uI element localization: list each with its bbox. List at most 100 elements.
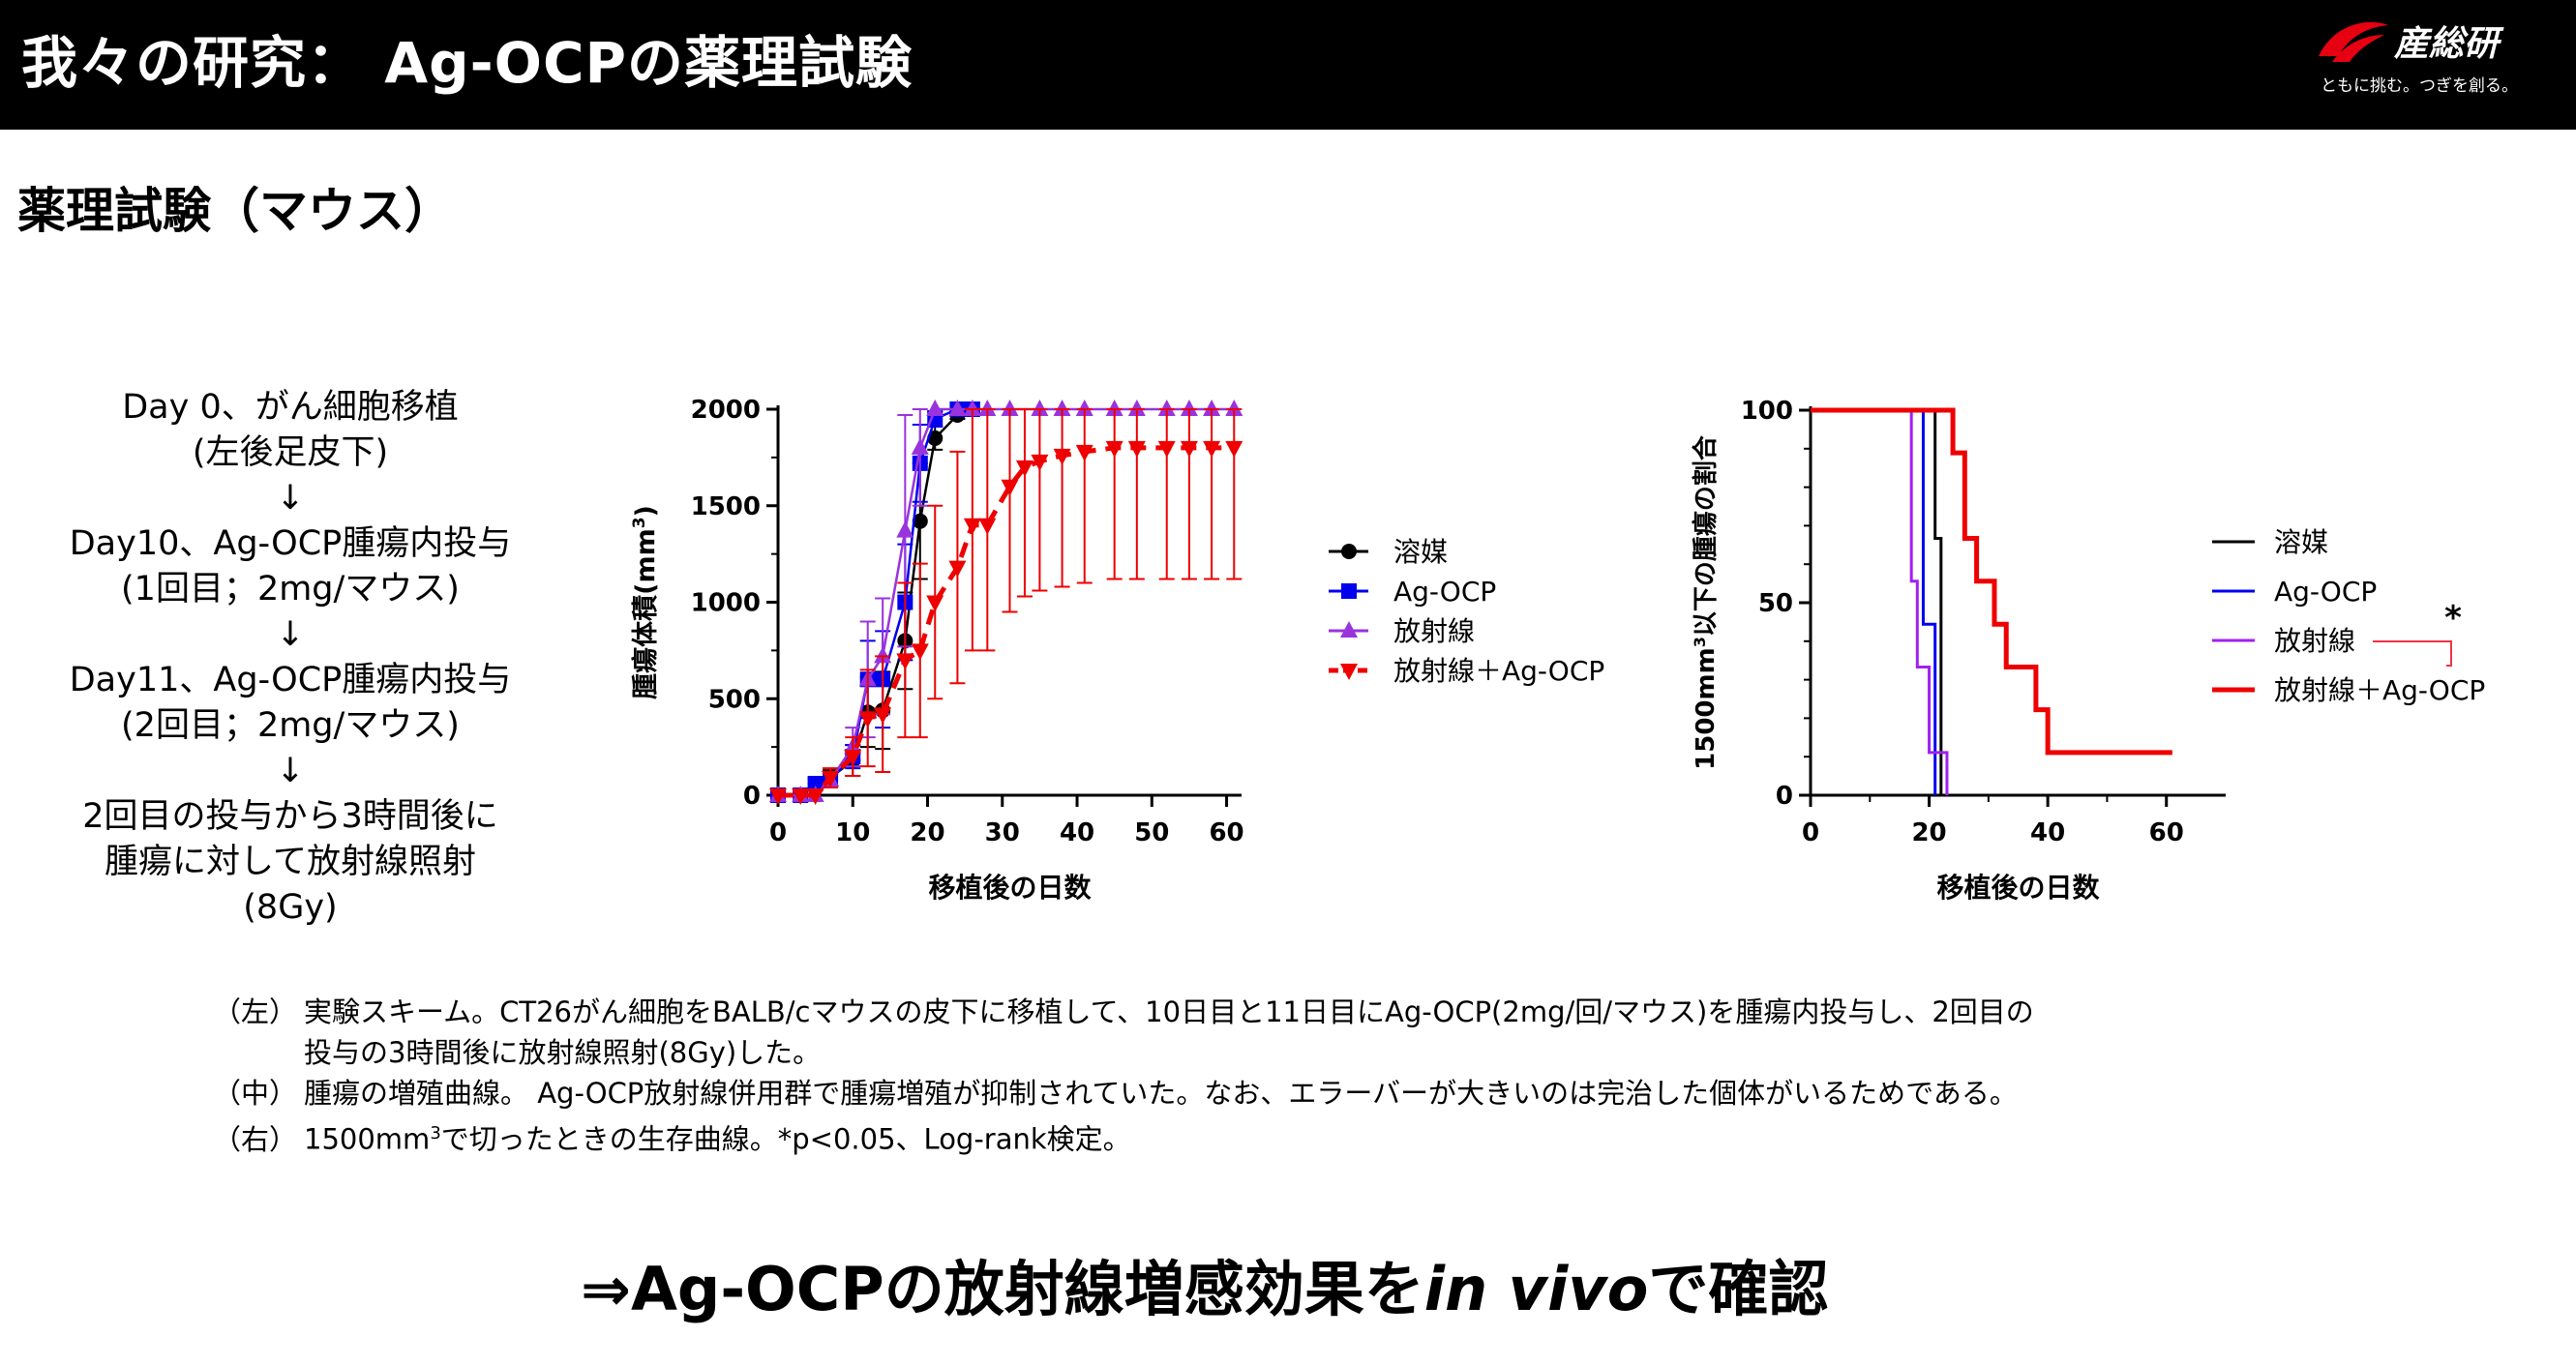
data-point bbox=[806, 788, 824, 805]
scheme-arrow: ↓ bbox=[276, 752, 305, 790]
scheme-line: 腫瘍に対して放射線照射 bbox=[105, 843, 476, 881]
note-left-prefix: （左） bbox=[213, 995, 298, 1028]
figure-notes: （左） 実験スキーム。CT26がん細胞をBALB/cマウスの皮下に移植して、10日… bbox=[213, 992, 2034, 1160]
scheme-line: Day11、Ag-OCP腫瘍内投与 bbox=[69, 661, 512, 699]
x-tick-label: 40 bbox=[2030, 818, 2065, 847]
note-middle-prefix: （中） bbox=[213, 1077, 298, 1110]
tumor-growth-chart: 0 500 1000 1500 2000 0 10 20 30 40 50 60 移植後の日数 腫瘍体積(… bbox=[630, 396, 1604, 904]
y-tick-label: 2000 bbox=[691, 396, 761, 425]
note-right: （右） 1500mm3で切ったときの生存曲線。*p<0.05、Log-rank検定… bbox=[213, 1114, 2034, 1160]
aist-logo: 産総研 ともに挑む。つぎを創る。 bbox=[2313, 14, 2564, 120]
scheme-arrow: ↓ bbox=[276, 479, 305, 518]
scheme-line: 2回目の投与から3時間後に bbox=[82, 797, 498, 836]
data-point bbox=[1127, 400, 1146, 416]
conclusion-text-a: ⇒Ag-OCPの放射線増感効果を bbox=[581, 1254, 1424, 1324]
x-tick-label: 20 bbox=[910, 818, 944, 847]
x-tick-label: 0 bbox=[769, 818, 787, 847]
data-point bbox=[1127, 440, 1146, 458]
data-point bbox=[1105, 440, 1123, 458]
title-bar: 我々の研究： Ag-OCPの薬理試験 産総研 ともに挑む。つぎを創る。 bbox=[0, 0, 2576, 130]
data-point bbox=[1075, 400, 1093, 416]
data-point bbox=[1053, 400, 1071, 416]
y-tick-label: 100 bbox=[1741, 397, 1793, 426]
note-left: （左） 実験スキーム。CT26がん細胞をBALB/cマウスの皮下に移植して、10日… bbox=[213, 992, 2034, 1032]
y-tick-label: 0 bbox=[1776, 782, 1793, 811]
data-point bbox=[1340, 664, 1358, 680]
data-point bbox=[963, 400, 981, 416]
data-point bbox=[1341, 583, 1357, 599]
data-point bbox=[926, 400, 944, 416]
data-point bbox=[978, 400, 997, 416]
survival-line bbox=[1811, 407, 2172, 756]
data-point bbox=[896, 520, 914, 538]
data-point bbox=[1157, 400, 1176, 416]
data-point bbox=[948, 560, 967, 578]
series-triangle bbox=[769, 400, 1243, 802]
y-tick-label: 0 bbox=[743, 782, 761, 811]
data-point bbox=[1075, 444, 1093, 461]
data-point bbox=[1001, 400, 1019, 416]
conclusion-italic: in vivo bbox=[1423, 1254, 1649, 1324]
y-axis-label: 1500mm3以下の腫瘍の割合 bbox=[1691, 434, 1722, 770]
data-point bbox=[1031, 454, 1049, 471]
x-tick-label: 20 bbox=[1911, 818, 1946, 847]
data-point bbox=[1180, 400, 1198, 416]
y-axis-label: 腫瘍体積(mm3) bbox=[630, 505, 661, 699]
data-point bbox=[1203, 400, 1221, 416]
experiment-scheme: Day 0、がん細胞移植 (左後足皮下) ↓ Day10、Ag-OCP腫瘍内投与… bbox=[39, 385, 542, 931]
data-point bbox=[1157, 440, 1176, 458]
data-point bbox=[1225, 440, 1243, 458]
scheme-line: Day 0、がん細胞移植 bbox=[122, 388, 459, 427]
y-tick-label: 500 bbox=[708, 685, 761, 714]
survival-line bbox=[1811, 408, 1949, 795]
y-tick-label: 1000 bbox=[691, 589, 761, 618]
x-tick-label: 50 bbox=[1134, 818, 1169, 847]
data-point bbox=[822, 771, 840, 788]
series-circle bbox=[770, 401, 980, 803]
legend-label: 放射線 bbox=[1393, 615, 1475, 647]
data-point bbox=[1031, 400, 1049, 416]
x-tick-label: 60 bbox=[2149, 818, 2184, 847]
data-point bbox=[912, 513, 928, 529]
x-axis-label: 移植後の日数 bbox=[1936, 872, 2100, 904]
note-middle-text: 腫瘍の増殖曲線。 Ag-OCP放射線併用群で腫瘍増殖が抑制されていた。なお、エラ… bbox=[304, 1077, 2018, 1110]
note-middle: （中） 腫瘍の増殖曲線。 Ag-OCP放射線併用群で腫瘍増殖が抑制されていた。なお… bbox=[213, 1073, 2034, 1114]
significance-star: * bbox=[2444, 599, 2462, 638]
x-tick-label: 40 bbox=[1060, 818, 1094, 847]
data-point bbox=[858, 711, 877, 728]
data-point bbox=[1180, 440, 1198, 458]
data-point bbox=[769, 788, 787, 805]
section-heading: 薬理試験（マウス） bbox=[17, 183, 453, 239]
series-line bbox=[778, 445, 1235, 798]
x-tick-label: 0 bbox=[1802, 818, 1819, 847]
legend-label: Ag-OCP bbox=[2274, 576, 2377, 608]
scheme-line: (2回目；2mg/マウス) bbox=[121, 706, 460, 745]
data-point bbox=[1340, 621, 1358, 638]
data-point bbox=[978, 518, 997, 535]
note-right-sup: 3 bbox=[430, 1123, 441, 1143]
data-point bbox=[792, 788, 810, 805]
data-point bbox=[948, 400, 967, 416]
scheme-arrow: ↓ bbox=[276, 615, 305, 654]
series-triangle-down bbox=[769, 408, 1243, 805]
series-square bbox=[770, 401, 980, 803]
scheme-line: (左後足皮下) bbox=[192, 433, 389, 472]
survival-chart: 0 50 100 0 20 40 60 移植後の日数 1500mm3以下の腫瘍の割合 溶媒 Ag-O… bbox=[1691, 397, 2486, 904]
data-point bbox=[926, 595, 944, 612]
data-point bbox=[1015, 460, 1033, 477]
data-point bbox=[1225, 400, 1243, 416]
legend-label: Ag-OCP bbox=[1393, 576, 1496, 608]
x-axis-label: 移植後の日数 bbox=[928, 872, 1092, 904]
note-right-text-a: 1500mm bbox=[304, 1122, 431, 1156]
x-tick-label: 30 bbox=[985, 818, 1020, 847]
scheme-line: (1回目；2mg/マウス) bbox=[121, 570, 460, 609]
x-tick-label: 60 bbox=[1209, 818, 1243, 847]
data-point bbox=[896, 653, 914, 670]
logo-tagline: ともに挑む。つぎを創る。 bbox=[2321, 76, 2518, 96]
note-left-text: 実験スキーム。CT26がん細胞をBALB/cマウスの皮下に移植して、10日目と1… bbox=[304, 995, 2034, 1028]
legend-label: 放射線 bbox=[2274, 625, 2355, 657]
legend-label: 溶媒 bbox=[1393, 536, 1448, 568]
